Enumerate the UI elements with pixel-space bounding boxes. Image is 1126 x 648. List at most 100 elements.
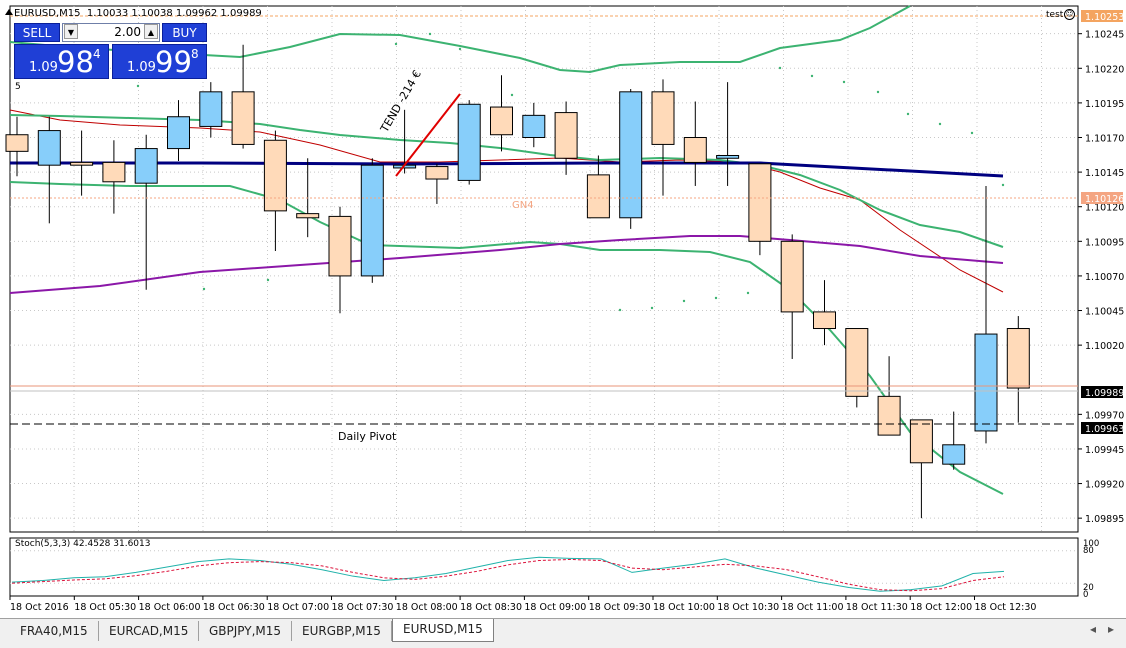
stochastic-plot-border (9, 537, 1079, 597)
price-tick-label: 1.10045 (1085, 307, 1124, 318)
chart-canvas[interactable]: 1.10245 1.10220 1.10195 1.10170 1.10145 1.101… (0, 0, 1126, 618)
time-tick-label: 18 Oct 07:00 (267, 602, 329, 613)
time-tick-label: 18 Oct 08:30 (460, 602, 522, 613)
sar-dot (714, 296, 718, 300)
candlesticks (5, 44, 1030, 519)
candle-body (490, 106, 513, 136)
time-tick-label: 18 Oct 12:00 (910, 602, 972, 613)
candle-body (909, 419, 933, 464)
pivot-price-tag-bg (1081, 422, 1123, 434)
sar-dot (1001, 183, 1005, 187)
chart-menu-triangle-icon[interactable] (5, 9, 13, 15)
pivot-price-tag: 1.09963 (1085, 424, 1124, 435)
sell-price-prefix: 1.09 (29, 60, 58, 75)
tab-scroll-right-icon[interactable]: ▸ (1108, 622, 1115, 636)
top-price-tag: 1.10253 (1085, 12, 1124, 23)
candle-body (586, 174, 610, 219)
time-tick-label: 18 Oct 12:30 (975, 602, 1037, 613)
candle-body (683, 137, 707, 163)
time-tick-label: 18 Oct 10:30 (717, 602, 779, 613)
sar-dot (394, 42, 398, 46)
tab-eurcad-m15[interactable]: EURCAD,M15 (99, 621, 200, 641)
candle-body (554, 112, 578, 159)
sar-dot (618, 308, 622, 312)
sar-dot (810, 74, 814, 78)
expert-advisor-name: test (1046, 10, 1064, 20)
sar-dot (202, 287, 206, 291)
sar-dot (876, 90, 880, 94)
indicator-lines (9, 5, 1005, 495)
sar-dot (266, 278, 270, 282)
price-tick-label: 1.10095 (1085, 237, 1124, 248)
one-click-trading-panel: SELL 2.00 ▼ ▲ BUY 1.09 98 4 1.09 99 8 (14, 23, 207, 79)
price-tick-label: 1.10145 (1085, 168, 1124, 179)
price-tick-label: 1.09970 (1085, 410, 1124, 421)
chart-window[interactable]: 1.10245 1.10220 1.10195 1.10170 1.10145 1.101… (0, 0, 1126, 618)
tab-eurgbp-m15[interactable]: EURGBP,M15 (292, 621, 392, 641)
price-tick-label: 1.10020 (1085, 341, 1124, 352)
stoch-tick-label: 80 (1083, 546, 1094, 556)
sar-dot (136, 84, 140, 88)
time-tick-label: 18 Oct 06:30 (203, 602, 265, 613)
stoch-tick-label: 100 (1083, 539, 1099, 549)
lot-decrease-arrow-icon[interactable]: ▼ (64, 24, 78, 39)
purple-moving-average (9, 235, 1004, 294)
stochastic-label: Stoch(5,3,3) 42.4528 31.6013 (15, 539, 151, 549)
candle-body (522, 114, 546, 138)
buy-button[interactable]: BUY (162, 23, 207, 42)
bid-price-tag-bg (1081, 386, 1123, 398)
time-tick-label: 18 Oct 10:00 (653, 602, 715, 613)
daily-pivot-label: Daily Pivot (338, 430, 397, 443)
lot-increase-arrow-icon[interactable]: ▲ (144, 24, 158, 39)
candle-body (296, 213, 320, 219)
main-plot-border (9, 5, 1079, 533)
candle-body (360, 164, 384, 277)
price-tick-label: 1.10220 (1085, 64, 1124, 75)
gn-price-tag-bg (1081, 192, 1123, 204)
stoch-main-line (11, 556, 1005, 592)
candle-body (231, 91, 255, 145)
candle-body (716, 154, 740, 159)
trend-line (395, 93, 461, 177)
price-tick-label: 1.10195 (1085, 99, 1124, 110)
tab-eurusd-m15[interactable]: EURUSD,M15 (392, 619, 494, 642)
sar-dot (906, 112, 910, 116)
buy-price-button[interactable]: 1.09 99 8 (112, 44, 207, 79)
blue-moving-average (10, 161, 1004, 178)
candle-body (263, 139, 287, 212)
chart-frame (9, 5, 1079, 597)
candle-body (167, 116, 190, 150)
candle-body (877, 395, 901, 436)
lot-size-field[interactable]: 2.00 (62, 23, 160, 42)
candle-body (457, 103, 481, 181)
time-tick-label: 18 Oct 09:30 (589, 602, 651, 613)
buy-price-fraction: 8 (191, 47, 199, 61)
time-tick-label: 18 Oct 09:00 (524, 602, 586, 613)
buy-price-pips: 99 (155, 45, 192, 79)
candle-body (974, 333, 998, 432)
gn-level-label: GN4 (512, 200, 534, 211)
sar-dot (458, 47, 462, 51)
smiley-face-icon: ☺ (1064, 9, 1075, 20)
candle-body (134, 148, 158, 184)
sell-price-pips: 98 (57, 45, 94, 79)
candle-body (780, 240, 804, 313)
bid-price-tag: 1.09989 (1085, 388, 1124, 399)
tab-gbpjpy-m15[interactable]: GBPJPY,M15 (199, 621, 293, 641)
price-tick-label: 1.09895 (1085, 514, 1124, 525)
sell-price-fraction: 4 (93, 47, 101, 61)
time-tick-label: 18 Oct 11:30 (846, 602, 908, 613)
candle-body (651, 91, 675, 145)
sar-dot (428, 32, 432, 36)
price-axis: 1.10245 1.10220 1.10195 1.10170 1.10145 1.101… (1078, 10, 1124, 525)
tab-scroll-left-icon[interactable]: ◂ (1090, 622, 1097, 636)
upper-band-line (9, 5, 911, 74)
tab-fra40-m15[interactable]: FRA40,M15 (10, 621, 99, 641)
sell-price-button[interactable]: 1.09 98 4 (14, 44, 109, 79)
candle-body (70, 161, 94, 166)
sell-button[interactable]: SELL (14, 23, 60, 42)
candle-body (425, 166, 449, 180)
stoch-signal-line (11, 558, 1005, 592)
price-tick-label: 1.09920 (1085, 480, 1124, 491)
sar-dot (510, 93, 514, 97)
